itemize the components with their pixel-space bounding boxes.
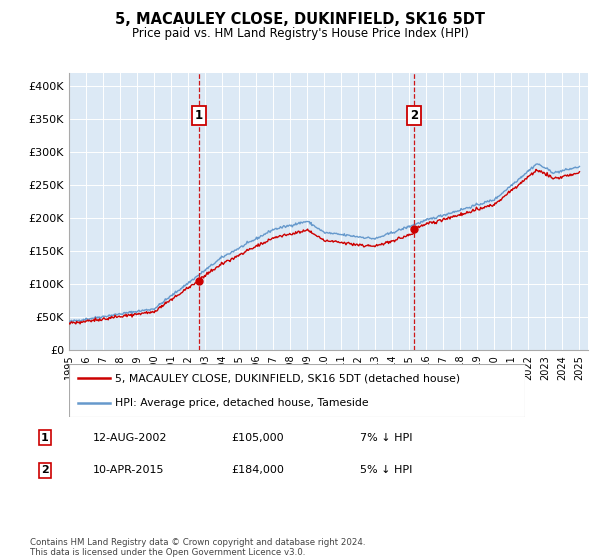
Text: 5, MACAULEY CLOSE, DUKINFIELD, SK16 5DT: 5, MACAULEY CLOSE, DUKINFIELD, SK16 5DT — [115, 12, 485, 27]
Text: £184,000: £184,000 — [231, 465, 284, 475]
Text: 12-AUG-2002: 12-AUG-2002 — [93, 433, 167, 443]
Text: 7% ↓ HPI: 7% ↓ HPI — [360, 433, 413, 443]
Text: HPI: Average price, detached house, Tameside: HPI: Average price, detached house, Tame… — [115, 398, 368, 408]
Text: 10-APR-2015: 10-APR-2015 — [93, 465, 164, 475]
Text: 2: 2 — [41, 465, 49, 475]
Text: 5% ↓ HPI: 5% ↓ HPI — [360, 465, 412, 475]
Text: 5, MACAULEY CLOSE, DUKINFIELD, SK16 5DT (detached house): 5, MACAULEY CLOSE, DUKINFIELD, SK16 5DT … — [115, 374, 460, 384]
Text: Contains HM Land Registry data © Crown copyright and database right 2024.
This d: Contains HM Land Registry data © Crown c… — [30, 538, 365, 557]
Text: £105,000: £105,000 — [231, 433, 284, 443]
FancyBboxPatch shape — [69, 364, 525, 417]
Text: 2: 2 — [410, 109, 418, 122]
Text: 1: 1 — [41, 433, 49, 443]
Text: Price paid vs. HM Land Registry's House Price Index (HPI): Price paid vs. HM Land Registry's House … — [131, 27, 469, 40]
Text: 1: 1 — [194, 109, 203, 122]
